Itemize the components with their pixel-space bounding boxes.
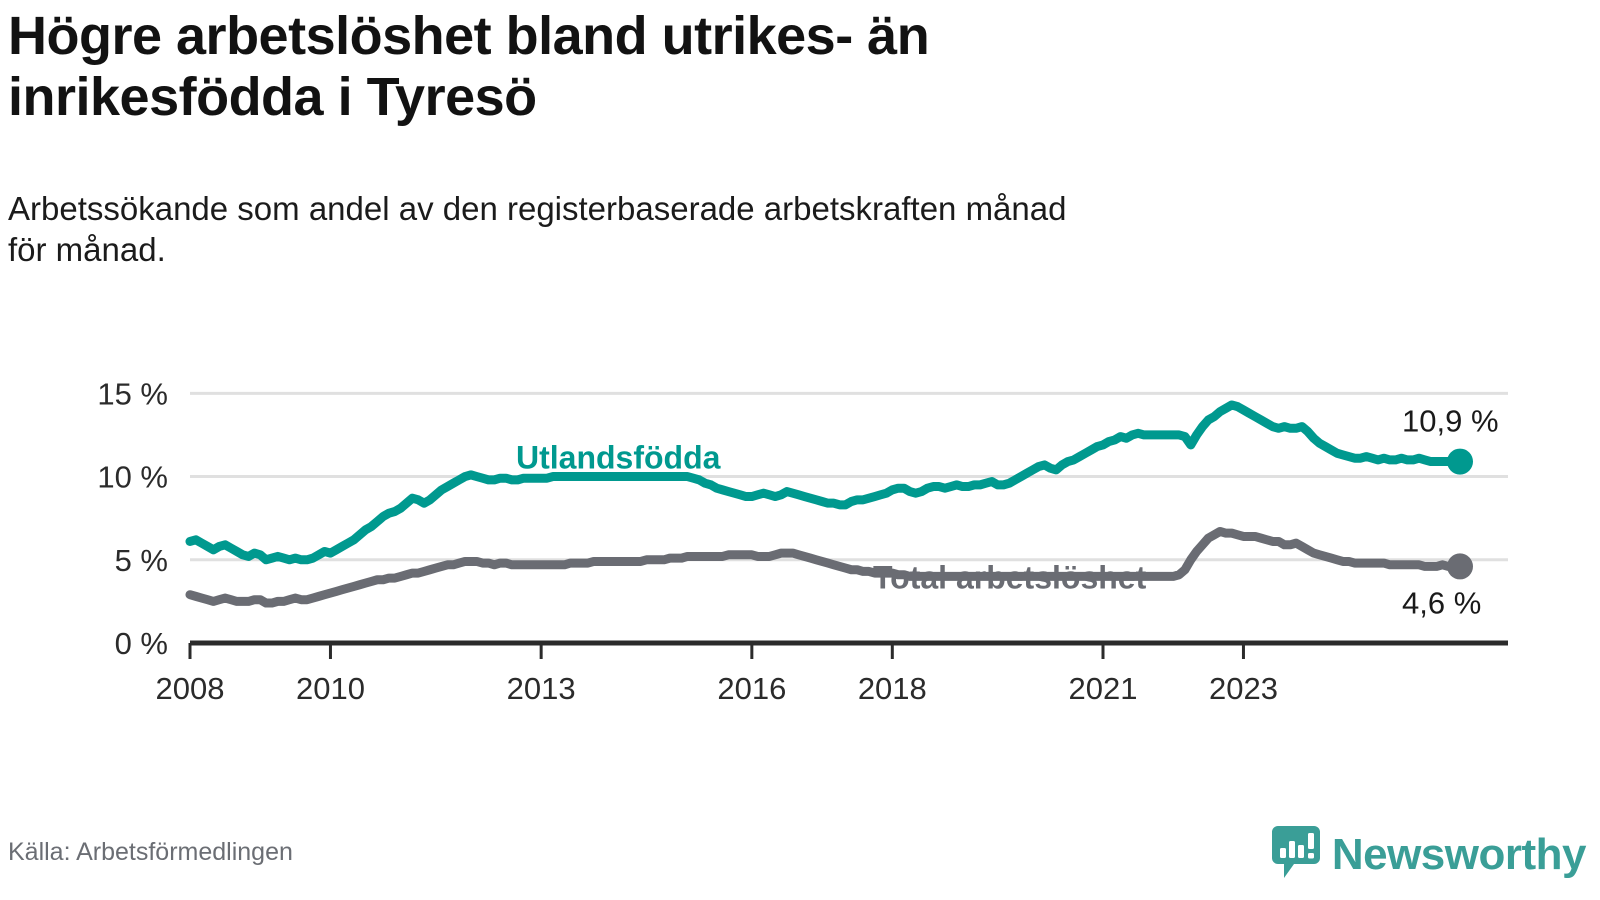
series-label-foreign-born: Utlandsfödda	[516, 440, 721, 476]
y-axis-tick-label: 0 %	[115, 626, 168, 661]
newsworthy-speech-bubble-bar-chart-icon	[1271, 824, 1320, 885]
y-axis-tick-label: 15 %	[97, 376, 168, 411]
series-line-foreign-born	[185, 400, 1465, 565]
series-end-dot-foreign-born	[1447, 448, 1473, 475]
x-axis-tick-label: 2021	[1069, 671, 1138, 706]
chart-container: 0 % 5 % 10 % 15 % 2008 2010 2013 2016 2018 2021 20…	[0, 330, 1600, 730]
x-axis-tick-label: 2010	[296, 671, 365, 706]
end-value-label-foreign-born: 10,9 %	[1402, 404, 1499, 439]
y-axis-tick-label: 10 %	[97, 460, 168, 495]
brand-name: Newsworthy	[1331, 829, 1587, 879]
series-line-total	[185, 526, 1465, 608]
page-title: Högre arbetslöshet bland utrikes- än inr…	[8, 6, 930, 128]
y-axis-tick-label: 5 %	[115, 543, 168, 578]
brand-logo: Newsworthy	[1271, 824, 1587, 885]
line-chart: 0 % 5 % 10 % 15 % 2008 2010 2013 2016 2018 2021 20…	[97, 376, 1508, 706]
x-axis-tick-label: 2018	[858, 671, 927, 706]
page-subtitle: Arbetssökande som andel av den registerb…	[8, 190, 1067, 269]
series-end-dot-total	[1447, 553, 1473, 580]
x-axis-tick-label: 2013	[507, 671, 576, 706]
x-axis-tick-label: 2023	[1209, 671, 1278, 706]
end-value-label-total: 4,6 %	[1402, 585, 1481, 620]
source-note: Källa: Arbetsförmedlingen	[8, 838, 293, 866]
x-axis-tick-label: 2008	[156, 671, 225, 706]
series-label-total: Total arbetslöshet	[873, 559, 1147, 595]
x-axis-tick-label: 2016	[717, 671, 786, 706]
